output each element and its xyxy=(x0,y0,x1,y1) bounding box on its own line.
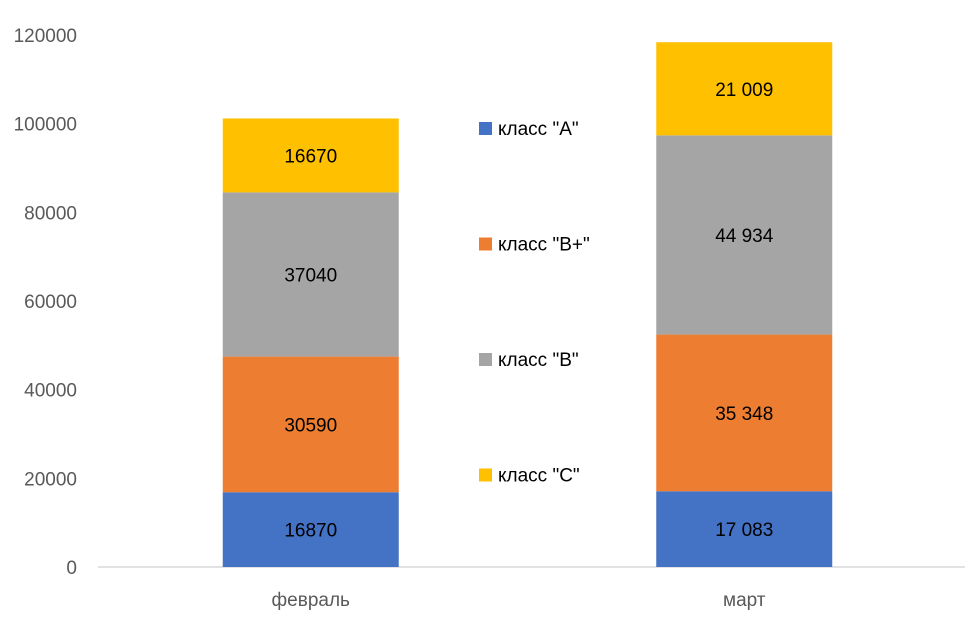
y-tick-label: 100000 xyxy=(14,115,77,136)
legend-swatch xyxy=(479,468,492,482)
legend-label: класс "B" xyxy=(498,350,579,371)
data-label: 16870 xyxy=(284,521,337,542)
legend-swatch xyxy=(479,237,492,251)
bar-segment xyxy=(656,135,833,335)
bar-segment xyxy=(656,491,833,567)
bar-segment xyxy=(656,42,833,136)
y-axis-ticks: 0 20000 40000 60000 80000 100000 120000 xyxy=(14,26,77,579)
legend-swatch xyxy=(479,353,492,366)
bar-segment xyxy=(656,334,833,492)
legend-label: класс "A" xyxy=(498,119,579,140)
legend-swatch xyxy=(479,122,492,135)
data-label: 44 934 xyxy=(715,226,774,247)
legend-label: класс "B+" xyxy=(498,235,590,256)
legend-label: класс "C" xyxy=(498,466,580,487)
x-axis-ticks: февраль март xyxy=(272,590,766,611)
x-tick-label: февраль xyxy=(272,590,351,611)
data-label: 16670 xyxy=(284,146,337,167)
y-tick-label: 60000 xyxy=(24,292,77,313)
x-tick-label: март xyxy=(723,590,766,611)
y-tick-label: 40000 xyxy=(24,381,77,402)
bar-segment xyxy=(222,118,399,193)
y-tick-label: 20000 xyxy=(24,469,77,490)
data-label: 37040 xyxy=(284,265,337,286)
y-tick-label: 80000 xyxy=(24,203,77,224)
data-label: 30590 xyxy=(284,415,337,436)
bars xyxy=(222,42,833,567)
data-label: 21 009 xyxy=(715,80,773,101)
bar-segment xyxy=(222,192,399,357)
legend: класс "A" класс "B+" класс "B" класс "C" xyxy=(479,119,590,487)
data-labels: 16870 30590 37040 16670 17 083 35 348 44 934 21… xyxy=(284,80,773,542)
y-tick-label: 120000 xyxy=(14,26,77,47)
bar-segment xyxy=(222,356,399,493)
data-label: 35 348 xyxy=(715,404,773,425)
bar-segment xyxy=(222,492,399,567)
data-label: 17 083 xyxy=(715,520,773,541)
y-tick-label: 0 xyxy=(66,558,77,579)
